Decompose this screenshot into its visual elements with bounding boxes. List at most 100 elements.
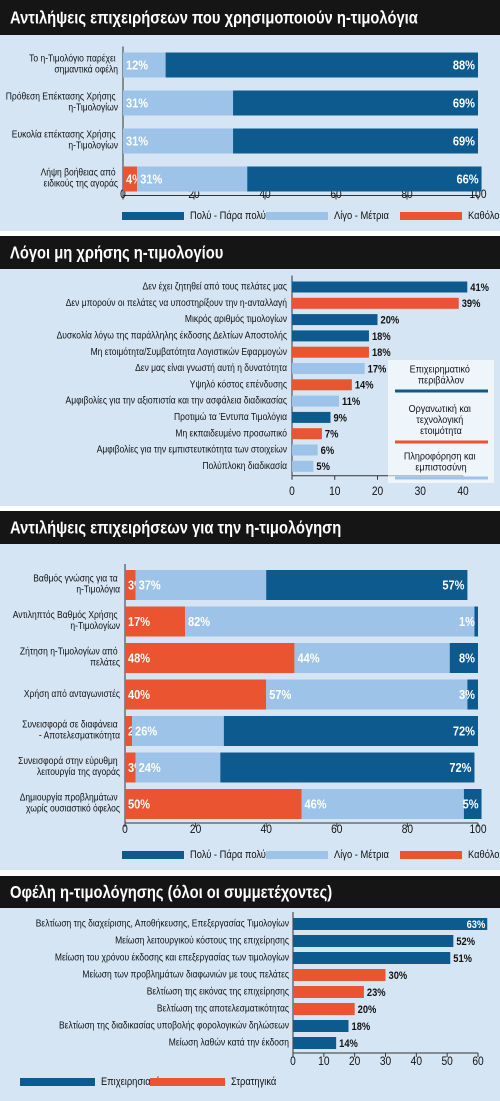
value-label: 18% xyxy=(372,347,391,359)
value-label: 46% xyxy=(305,797,327,812)
category-label: Πρόθεση Επέκτασης Χρήσης η-Τιμολογίων xyxy=(6,92,119,114)
bar-segment xyxy=(132,716,224,746)
bar-segment xyxy=(463,789,482,819)
x-tick-label: 40 xyxy=(261,823,272,836)
value-label: 14% xyxy=(355,380,374,392)
bar xyxy=(292,330,369,342)
value-label: 30% xyxy=(389,970,408,982)
x-tick-label: 0 xyxy=(122,823,128,836)
bar-segment xyxy=(449,643,478,673)
bar-segment xyxy=(123,90,234,116)
value-label: 18% xyxy=(352,1021,371,1033)
value-label: 40% xyxy=(128,687,150,702)
value-label: 39% xyxy=(462,299,481,311)
value-label: 11% xyxy=(342,396,360,408)
value-label: 50% xyxy=(128,797,150,812)
value-label: 24% xyxy=(139,760,161,775)
bar xyxy=(292,411,331,423)
category-label: Βελτίωση της διαδικασίας υποβολής φορολο… xyxy=(59,1020,289,1031)
bar-segment xyxy=(125,643,295,673)
value-label: 12% xyxy=(126,58,148,73)
legend-swatch xyxy=(150,1078,225,1086)
x-tick-label: 80 xyxy=(401,188,412,201)
bar-segment xyxy=(165,52,478,78)
category-label: Βαθμός γνώσης για τα η-Τιμολόγια xyxy=(33,574,120,596)
category-label: Δεν μας είναι γνωστή αυτή η δυνατότητα xyxy=(135,363,287,374)
value-label: 3% xyxy=(459,687,475,702)
category-label: Μη εκπαιδευμένο προσωπικό xyxy=(175,428,287,439)
bar-segment xyxy=(125,679,267,710)
category-label: Μείωση των προβλημάτων διαφωνιών με τους… xyxy=(82,969,289,980)
bar xyxy=(292,363,365,374)
bar xyxy=(292,395,340,407)
category-label: Βελτίωση της εικόνας της επιχείρησης xyxy=(147,986,290,997)
bar-segment xyxy=(220,752,475,783)
value-label: 82% xyxy=(188,614,210,629)
value-label: 23% xyxy=(367,987,386,999)
category-label: Το η-Τιμολόγιο παρέχει σημαντικά οφέλη xyxy=(29,54,118,76)
value-label: 26% xyxy=(135,724,157,739)
panel-title: Αντιλήψεις επιχειρήσεων για την η-τιμολό… xyxy=(10,518,341,538)
bar-segment xyxy=(123,166,138,192)
x-tick-label: 80 xyxy=(402,823,413,836)
x-tick-label: 10 xyxy=(329,485,340,498)
value-label: 6% xyxy=(321,445,334,457)
category-label: Μείωση λαθών κατά την έκδοση xyxy=(169,1037,289,1048)
legend-label: Επιχειρησιακά xyxy=(101,1075,161,1088)
bar xyxy=(292,460,314,472)
value-label: 69% xyxy=(453,96,475,111)
bar-segment xyxy=(135,570,267,600)
panel-header xyxy=(0,876,500,908)
bar-segment xyxy=(185,606,475,637)
value-label: 17% xyxy=(368,364,387,376)
panel-header xyxy=(0,236,500,269)
bar-segment xyxy=(247,166,482,192)
bar-segment xyxy=(301,789,464,819)
legend-label: Λίγο - Μέτρια xyxy=(334,209,389,222)
value-label: 69% xyxy=(453,134,475,149)
legend-swatch xyxy=(122,212,184,220)
value-label: 5% xyxy=(316,462,329,474)
panel-header xyxy=(0,0,500,35)
panel-title: Λόγοι μη χρήσης η-τιμολογίου xyxy=(10,243,223,263)
panel-title: Οφέλη η-τιμολόγησης (όλοι οι συμμετέχοντ… xyxy=(10,882,332,902)
legend-label: Πληροφόρηση και εμπιστοσύνη xyxy=(404,451,478,474)
category-label: Δεν μπορούν οι πελάτες να υποστηρίξουν τ… xyxy=(66,297,287,308)
value-label: 17% xyxy=(128,614,150,629)
category-label: Προτιμώ τα Έντυπα Τιμολόγια xyxy=(174,411,288,422)
x-tick-label: 20 xyxy=(188,188,199,201)
category-label: Μείωση λειτουργικού κόστους της επιχείρη… xyxy=(115,935,289,946)
value-label: 63% xyxy=(467,919,486,931)
bar xyxy=(292,297,459,309)
bar-segment xyxy=(223,716,478,746)
legend-label: Στρατηγικά xyxy=(231,1075,276,1088)
category-label: Μη ετοιμότητα/Συμβατότητα Λογιστικών Εφα… xyxy=(91,346,288,357)
value-label: 72% xyxy=(449,760,471,775)
legend-label: Επιχειρηματικό περιβάλλον xyxy=(410,364,473,387)
bar xyxy=(292,314,378,326)
x-tick-label: 60 xyxy=(330,188,341,201)
panel-background xyxy=(0,876,500,1101)
value-label: 31% xyxy=(126,134,148,149)
category-label: Υψηλό κόστος επένδυσης xyxy=(190,379,288,390)
bar xyxy=(292,379,352,391)
x-tick-label: 20 xyxy=(349,1055,360,1068)
category-label: Αντιληπτός Βαθμός Χρήσης η-Τιμολογίων xyxy=(13,610,121,632)
value-label: 1% xyxy=(459,614,475,629)
bar-segment xyxy=(125,752,136,783)
x-tick-label: 60 xyxy=(331,823,342,836)
category-label: Μείωση του χρόνου έκδοσης και επεξεργασί… xyxy=(55,952,289,963)
legend-label: Καθόλου xyxy=(468,209,500,222)
category-label: Βελτίωση της αποτελεσματικότητας xyxy=(157,1003,290,1014)
bar-segment xyxy=(137,166,248,192)
bar-segment xyxy=(125,606,186,637)
value-label: 72% xyxy=(453,724,475,739)
x-tick-label: 100 xyxy=(469,823,486,836)
bar xyxy=(293,935,454,947)
bar xyxy=(293,1037,337,1049)
x-tick-label: 10 xyxy=(318,1055,329,1068)
value-label: 7% xyxy=(325,429,338,441)
category-label: Μικρός αριθμός τιμολογίων xyxy=(185,314,287,325)
bar-segment xyxy=(474,606,478,637)
x-tick-label: 40 xyxy=(411,1055,422,1068)
